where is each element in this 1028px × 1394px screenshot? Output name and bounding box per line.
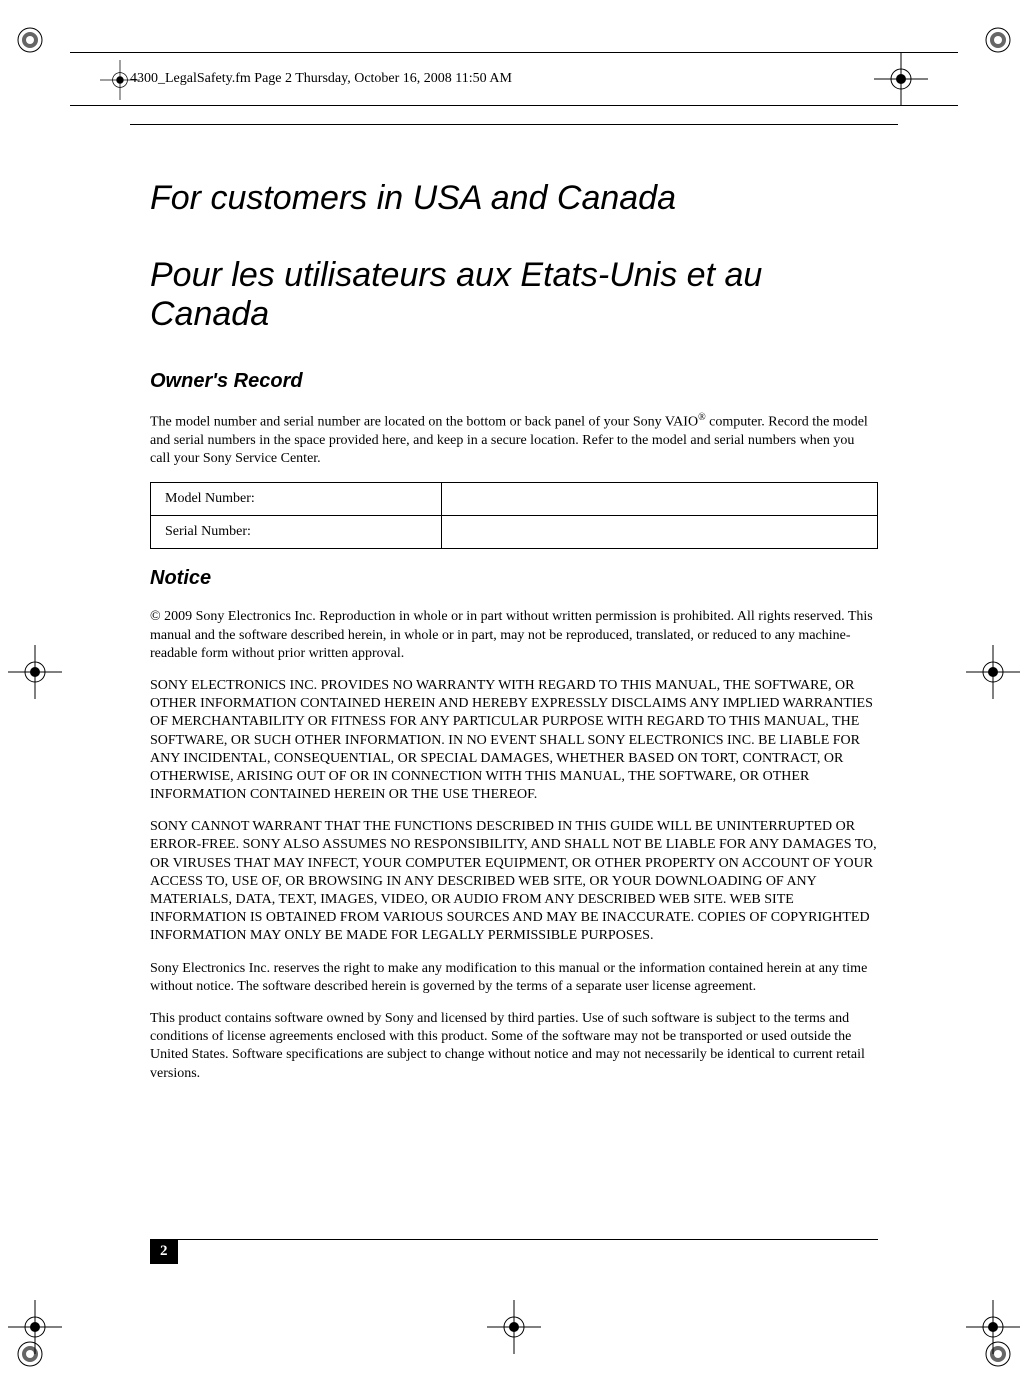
page-content-frame: For customers in USA and Canada Pour les… — [130, 124, 898, 1264]
registration-mark-top-right — [978, 20, 1018, 60]
crosshair-mark-left — [8, 645, 62, 699]
notice-paragraph-1: © 2009 Sony Electronics Inc. Reproductio… — [150, 608, 878, 663]
notice-paragraph-3: SONY CANNOT WARRANT THAT THE FUNCTIONS D… — [150, 818, 878, 945]
model-number-value — [441, 483, 877, 516]
notice-paragraph-2: SONY ELECTRONICS INC. PROVIDES NO WARRAN… — [150, 677, 878, 804]
table-row: Serial Number: — [151, 516, 878, 549]
framemaker-header-bar: 4300_LegalSafety.fm Page 2 Thursday, Oct… — [70, 52, 958, 106]
crosshair-mark-bottom-right — [966, 1300, 1020, 1354]
registration-mark-top-left — [10, 20, 50, 60]
model-number-label: Model Number: — [151, 483, 442, 516]
crosshair-mark-right — [966, 645, 1020, 699]
table-row: Model Number: — [151, 483, 878, 516]
crosshair-mark-bottom-left — [8, 1300, 62, 1354]
title-english: For customers in USA and Canada — [150, 179, 878, 218]
notice-paragraph-4: Sony Electronics Inc. reserves the right… — [150, 960, 878, 996]
owners-record-intro-before: The model number and serial number are l… — [150, 415, 698, 430]
footer-rule — [150, 1239, 878, 1240]
owners-record-table: Model Number: Serial Number: — [150, 482, 878, 549]
section-notice: Notice — [150, 567, 878, 590]
page-number: 2 — [150, 1239, 178, 1264]
crosshair-mark-bottom-center — [487, 1300, 541, 1354]
owners-record-intro: The model number and serial number are l… — [150, 411, 878, 468]
registered-trademark-symbol: ® — [698, 412, 706, 423]
section-owners-record: Owner's Record — [150, 370, 878, 393]
title-french: Pour les utilisateurs aux Etats-Unis et … — [150, 256, 878, 334]
notice-paragraph-5: This product contains software owned by … — [150, 1010, 878, 1083]
serial-number-label: Serial Number: — [151, 516, 442, 549]
serial-number-value — [441, 516, 877, 549]
